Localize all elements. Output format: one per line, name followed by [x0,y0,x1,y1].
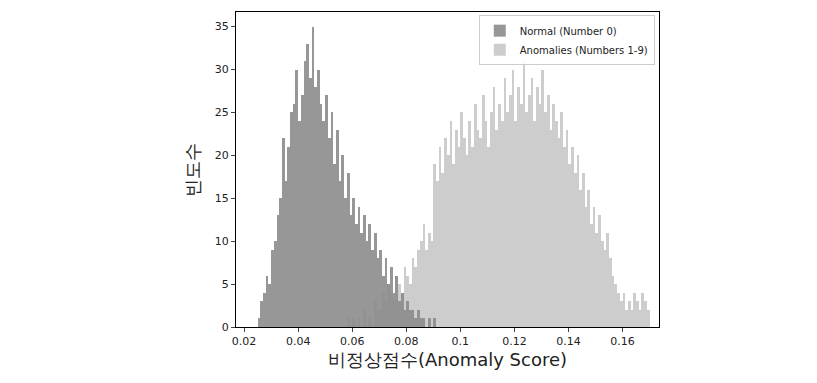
svg-text:0.1: 0.1 [452,335,470,348]
svg-text:0.02: 0.02 [232,335,256,348]
svg-text:Anomalies (Numbers 1-9): Anomalies (Numbers 1-9) [520,45,648,56]
svg-text:비정상점수(Anomaly Score): 비정상점수(Anomaly Score) [328,349,567,370]
svg-text:0.06: 0.06 [340,335,365,348]
svg-text:25: 25 [215,106,229,119]
svg-text:0.16: 0.16 [610,335,635,348]
svg-text:35: 35 [215,20,229,33]
svg-text:5: 5 [222,278,229,291]
svg-text:0: 0 [222,321,229,334]
svg-text:Normal (Number 0): Normal (Number 0) [520,26,617,37]
svg-text:0.14: 0.14 [556,335,581,348]
svg-text:0.12: 0.12 [502,335,527,348]
svg-text:빈도수: 빈도수 [182,143,203,197]
svg-text:0.04: 0.04 [286,335,311,348]
svg-text:15: 15 [215,192,229,205]
svg-text:20: 20 [215,149,229,162]
svg-text:0.08: 0.08 [394,335,419,348]
svg-text:10: 10 [215,235,229,248]
svg-text:30: 30 [215,63,229,76]
